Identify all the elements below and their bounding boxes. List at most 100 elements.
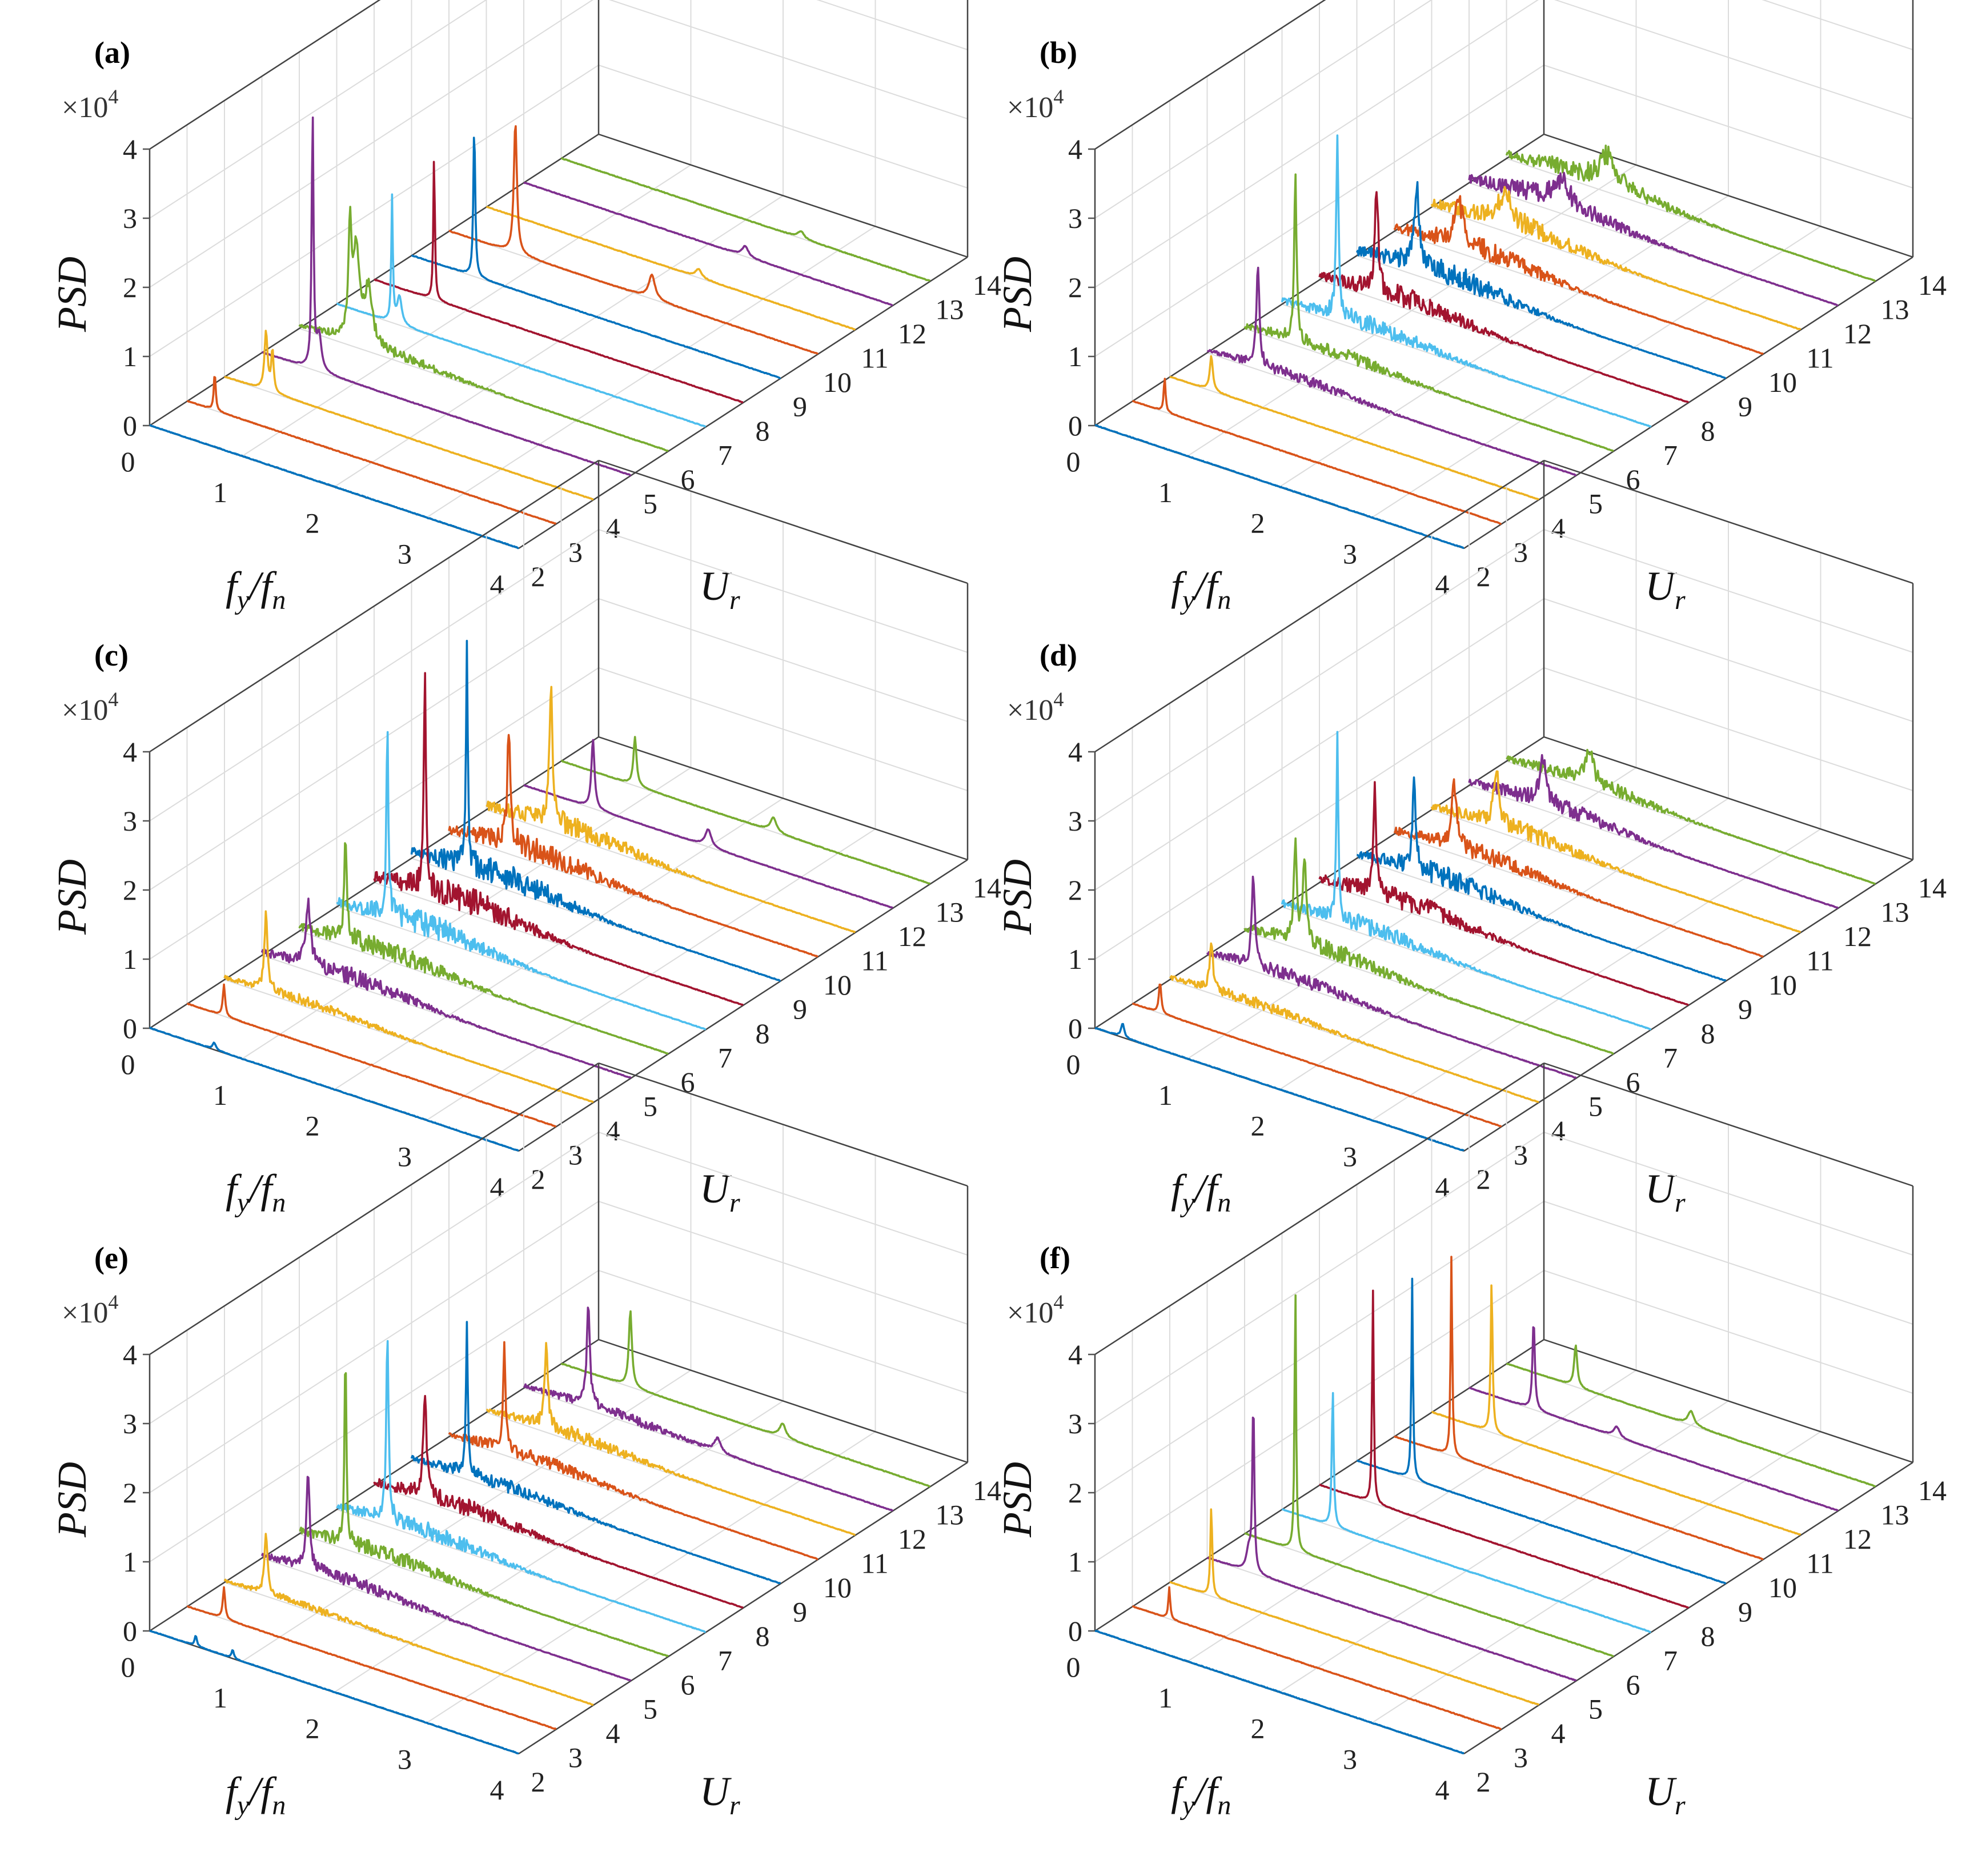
z-tick-label: 1 — [1068, 943, 1082, 975]
ur-tick-label: 14 — [973, 1474, 1001, 1506]
x-tick-label: 2 — [306, 1713, 320, 1745]
series-line-ur-5 — [260, 897, 632, 1079]
z-multiplier: ×104 — [1007, 688, 1064, 727]
x-tick-label: 1 — [1158, 1079, 1173, 1111]
ur-axis-title: Ur — [700, 1166, 740, 1218]
series-line-ur-13 — [1506, 1344, 1876, 1488]
z-tick-label: 3 — [1068, 1408, 1082, 1440]
x-tick-label: 2 — [1251, 1110, 1265, 1142]
series-line-ur-9 — [1355, 181, 1726, 379]
series-line-ur-7 — [1281, 134, 1652, 428]
z-tick-label: 4 — [1068, 1338, 1082, 1370]
series-group — [149, 1306, 930, 1755]
ur-tick-label: 8 — [756, 1620, 770, 1652]
ur-tick-label: 5 — [643, 1693, 657, 1725]
z-tick-label: 1 — [123, 943, 137, 975]
ur-tick-label: 2 — [531, 1766, 545, 1798]
z-axis-title: PSD — [49, 256, 95, 332]
series-line-ur-8 — [373, 672, 744, 1006]
axes-frame — [149, 1062, 969, 1755]
ur-tick-label: 4 — [606, 512, 620, 544]
series-line-ur-11 — [1430, 770, 1801, 933]
panel-label: (a) — [94, 35, 130, 70]
z-tick-label: 1 — [1068, 340, 1082, 372]
ur-tick-label: 12 — [898, 318, 926, 350]
x-tick-label: 1 — [213, 1079, 227, 1111]
ur-tick-label: 9 — [1738, 993, 1752, 1025]
z-tick-label: 0 — [1068, 1615, 1082, 1647]
gridlines — [149, 1063, 968, 1754]
ur-axis-title-part: U — [700, 1769, 732, 1814]
series-line-ur-7 — [336, 731, 707, 1031]
series-line-ur-12 — [523, 1306, 894, 1512]
ur-tick-label: 7 — [1663, 1042, 1678, 1074]
z-tick-label: 1 — [123, 340, 137, 372]
ur-axis-title-part: r — [729, 1188, 740, 1218]
series-line-ur-6 — [299, 1372, 669, 1657]
panel-label: (d) — [1040, 638, 1077, 672]
series-line-ur-3 — [187, 376, 557, 525]
z-tick-label: 0 — [123, 1615, 137, 1647]
z-tick-label: 3 — [1068, 202, 1082, 234]
series-line-ur-2 — [149, 424, 519, 550]
x-tick-label: 0 — [121, 446, 135, 478]
x-tick-label: 4 — [1435, 1774, 1450, 1806]
series-line-ur-3 — [187, 1586, 557, 1730]
ur-axis-title: Ur — [1645, 563, 1686, 615]
z-multiplier-base: ×10 — [62, 694, 108, 727]
axis-edge — [1463, 859, 1913, 1152]
series-line-ur-9 — [410, 640, 781, 982]
x-tick-label: 2 — [306, 507, 320, 539]
ur-tick-label: 12 — [1843, 1523, 1872, 1555]
x-axis-title: fy/fn — [1171, 1166, 1231, 1218]
series-line-ur-4 — [223, 910, 594, 1103]
series-group — [1094, 134, 1876, 549]
z-tick-label: 0 — [1068, 410, 1082, 442]
z-axis-title: PSD — [994, 859, 1040, 935]
ur-tick-label: 13 — [936, 1499, 964, 1531]
ur-tick-label: 14 — [1918, 872, 1947, 904]
ur-axis-title: Ur — [1645, 1166, 1686, 1218]
ur-tick-label: 8 — [756, 415, 770, 447]
series-line-ur-7 — [336, 193, 707, 428]
ur-tick-label: 9 — [793, 993, 807, 1025]
x-axis-title: fy/fn — [226, 1166, 286, 1218]
z-tick-label: 4 — [123, 736, 137, 768]
z-tick-label: 2 — [123, 271, 137, 303]
series-line-ur-12 — [1468, 171, 1839, 307]
ur-tick-label: 12 — [1843, 920, 1872, 952]
z-multiplier-exp: 4 — [1053, 688, 1064, 711]
series-line-ur-2 — [1094, 1023, 1465, 1152]
z-tick-label: 2 — [1068, 874, 1082, 906]
ur-tick-label: 4 — [1551, 1717, 1566, 1749]
z-multiplier: ×104 — [1007, 1290, 1064, 1329]
ur-tick-label: 5 — [1588, 488, 1603, 520]
x-axis-title-part: y — [234, 1188, 250, 1218]
series-line-ur-6 — [298, 206, 669, 452]
series-line-ur-12 — [523, 182, 893, 307]
axis-edge — [1543, 1338, 1913, 1464]
x-axis-title-part: y — [1179, 585, 1195, 615]
ur-tick-label: 10 — [1768, 1572, 1797, 1604]
z-tick-label: 3 — [123, 1408, 137, 1440]
z-tick-label: 4 — [1068, 736, 1082, 768]
x-axis-title-part: n — [1217, 1188, 1231, 1218]
series-line-ur-4 — [223, 1533, 594, 1706]
axis-edge — [598, 1338, 968, 1464]
x-tick-label: 0 — [1066, 446, 1081, 478]
ur-tick-label: 7 — [718, 1645, 732, 1677]
series-line-ur-11 — [486, 1342, 856, 1536]
ur-tick-label: 11 — [861, 1548, 888, 1580]
series-line-ur-3 — [1132, 378, 1502, 526]
ur-tick-label: 14 — [1918, 269, 1947, 301]
series-line-ur-10 — [1393, 195, 1764, 355]
series-line-ur-8 — [1318, 191, 1690, 403]
ur-tick-label: 10 — [823, 969, 852, 1001]
ur-axis-title-part: r — [729, 1790, 740, 1821]
z-tick-label: 4 — [123, 133, 137, 165]
